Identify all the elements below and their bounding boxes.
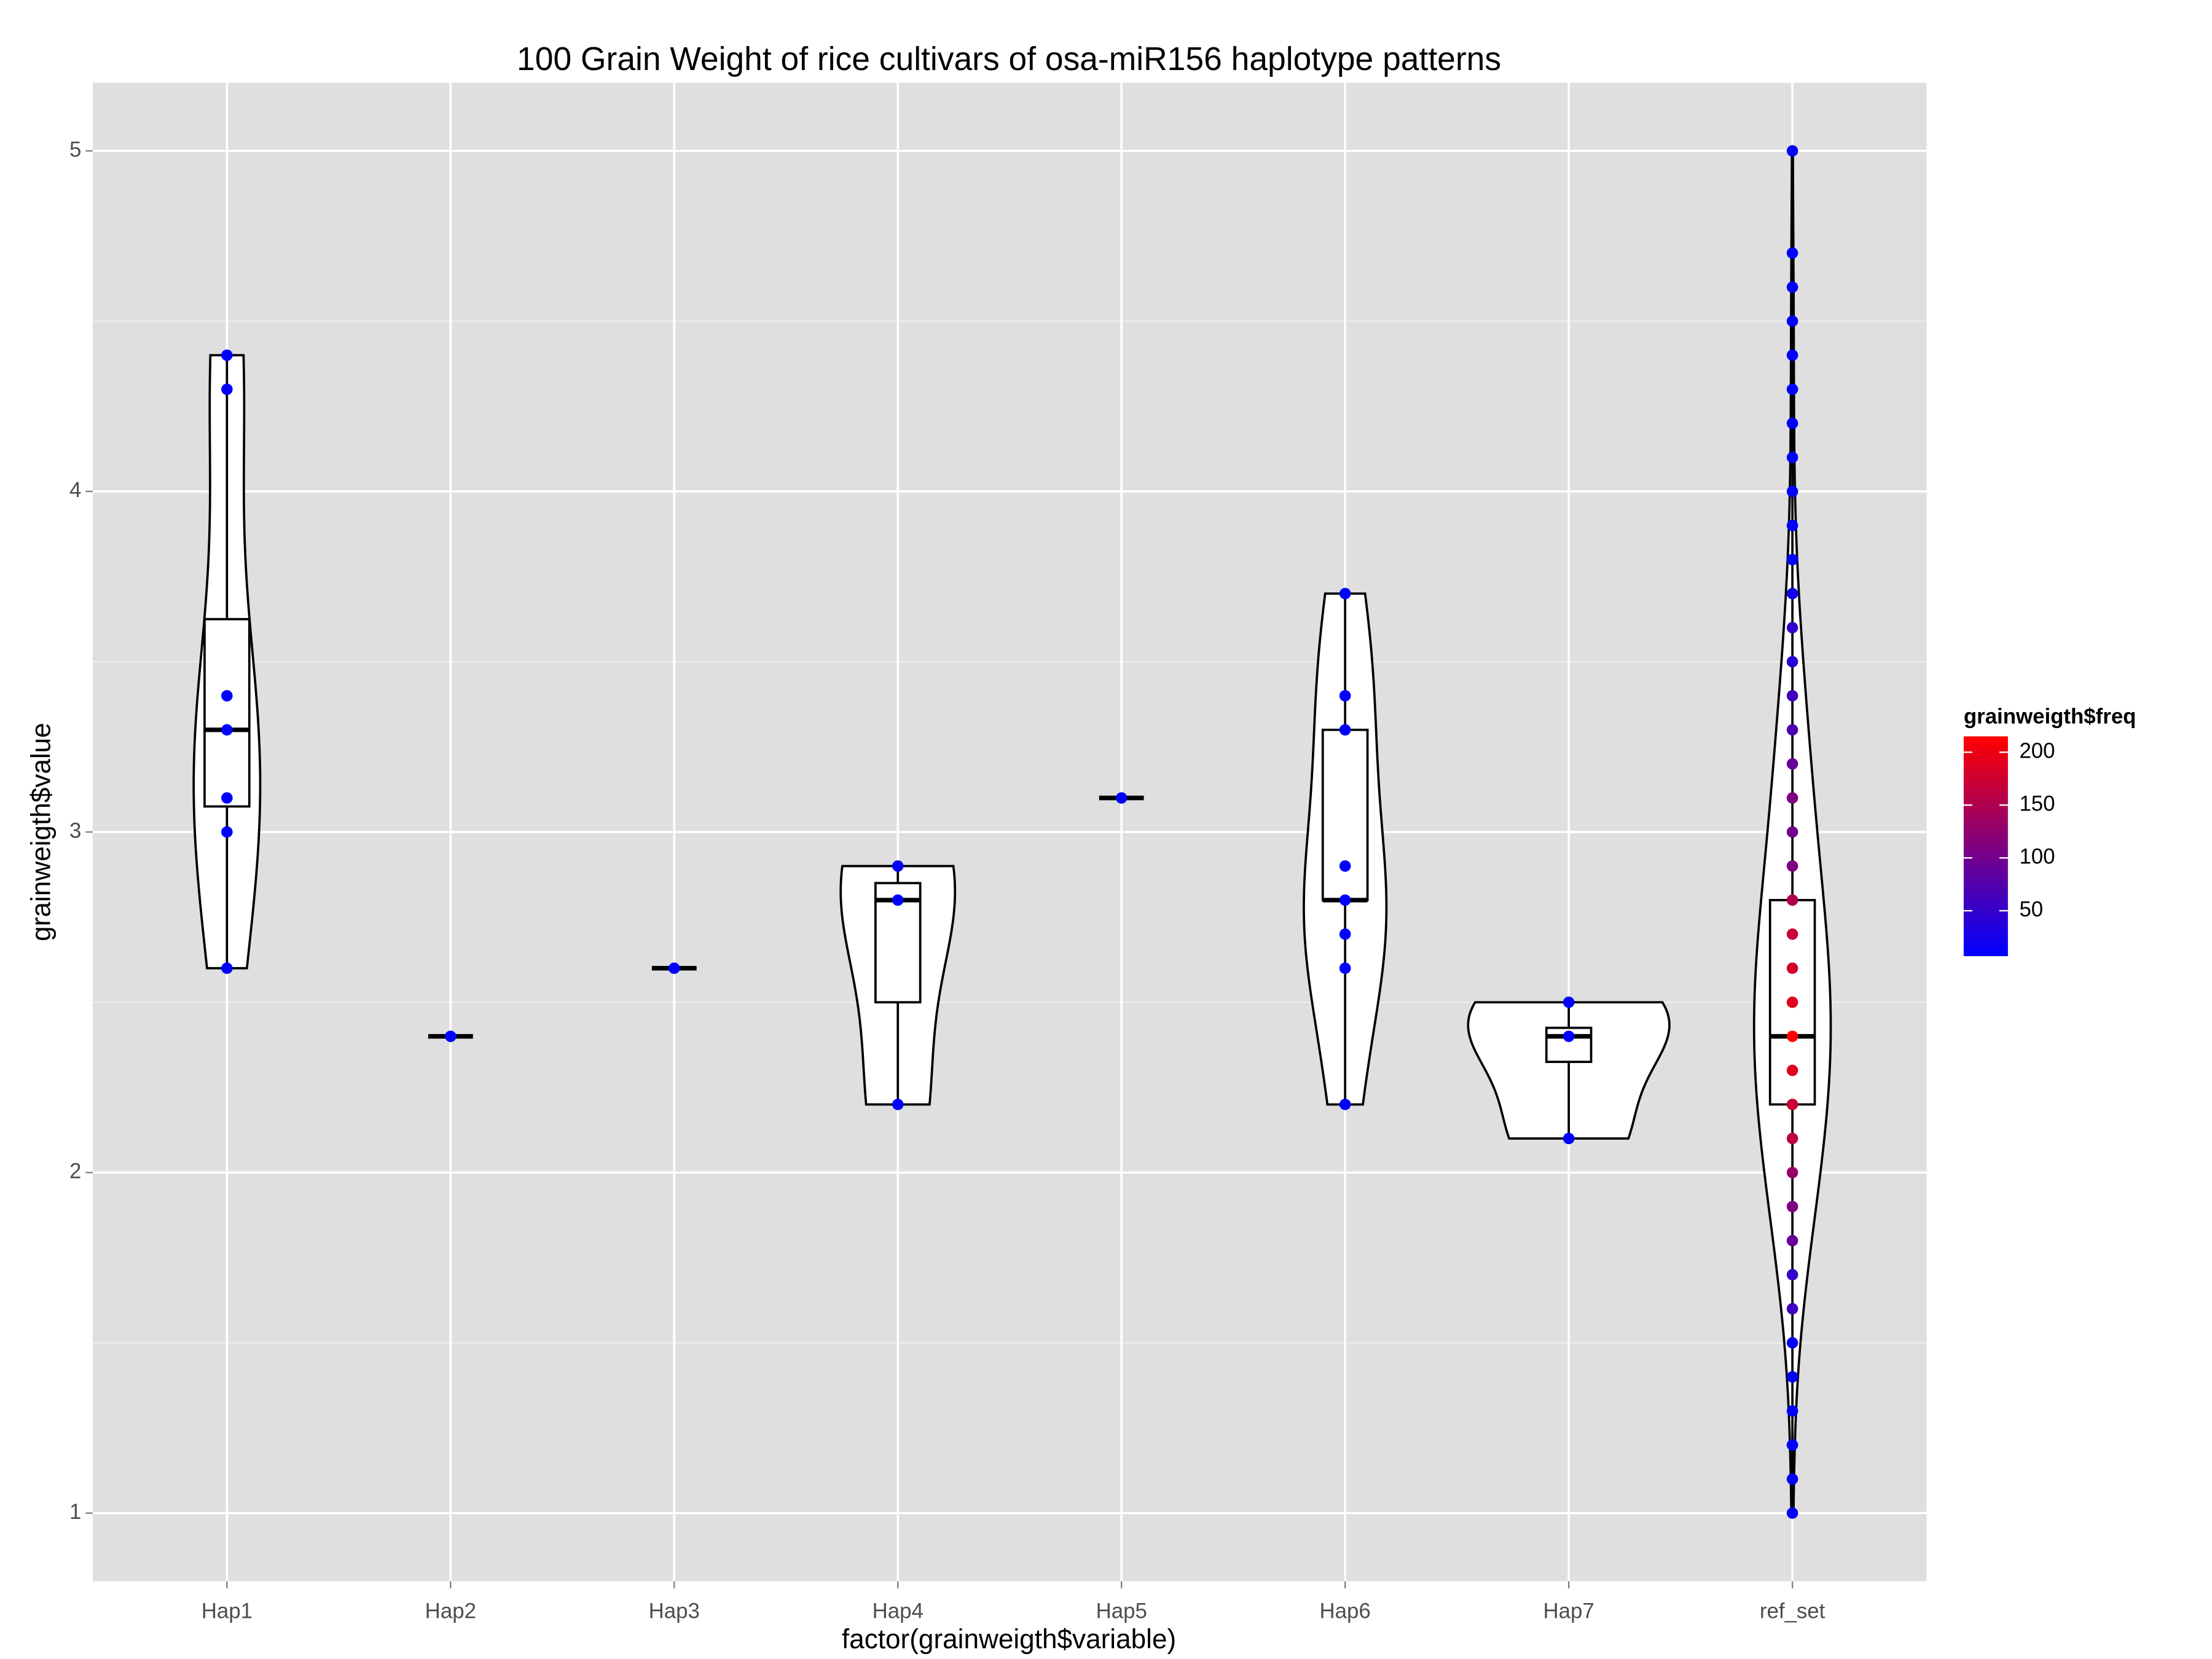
y-tick-label: 2 bbox=[69, 1159, 81, 1183]
legend-tick-label: 150 bbox=[2019, 791, 2055, 815]
point bbox=[1786, 1064, 1798, 1077]
point bbox=[445, 1030, 457, 1042]
point bbox=[1786, 1405, 1798, 1417]
point bbox=[1786, 690, 1798, 702]
point bbox=[1786, 826, 1798, 838]
legend-tick-label: 100 bbox=[2019, 844, 2055, 868]
point bbox=[1786, 1234, 1798, 1247]
y-tick-label: 4 bbox=[69, 478, 81, 502]
point bbox=[892, 1099, 904, 1110]
point bbox=[1339, 1099, 1351, 1110]
point bbox=[221, 962, 233, 975]
x-tick-label: Hap5 bbox=[1096, 1599, 1147, 1623]
point bbox=[1786, 962, 1798, 975]
y-axis-title: grainweigth$value bbox=[26, 723, 56, 941]
point bbox=[1786, 554, 1798, 565]
legend-title: grainweigth$freq bbox=[1964, 704, 2136, 728]
point bbox=[1786, 622, 1798, 633]
point bbox=[1339, 587, 1351, 600]
point bbox=[221, 826, 233, 838]
point bbox=[1339, 724, 1351, 736]
point bbox=[1786, 996, 1798, 1008]
point bbox=[1786, 315, 1798, 327]
point bbox=[1786, 656, 1798, 668]
point bbox=[1786, 1507, 1798, 1519]
x-tick-label: Hap4 bbox=[873, 1599, 924, 1623]
x-tick-label: Hap1 bbox=[202, 1599, 253, 1623]
box bbox=[203, 618, 251, 808]
point bbox=[1786, 894, 1798, 906]
x-tick-label: Hap6 bbox=[1320, 1599, 1371, 1623]
point bbox=[1786, 485, 1798, 498]
point bbox=[668, 962, 680, 975]
point bbox=[1786, 383, 1798, 395]
color-bar bbox=[1963, 736, 2008, 957]
point bbox=[221, 690, 233, 702]
point bbox=[221, 349, 233, 361]
violin-group bbox=[428, 1030, 473, 1042]
legend-tick-label: 50 bbox=[2019, 897, 2043, 921]
violin-group bbox=[192, 349, 262, 975]
point bbox=[1339, 690, 1351, 702]
point bbox=[1115, 792, 1128, 804]
point bbox=[1786, 519, 1798, 531]
legend-tick-label: 200 bbox=[2019, 739, 2055, 763]
point bbox=[1786, 145, 1798, 157]
violin-group bbox=[839, 860, 957, 1110]
point bbox=[1563, 1132, 1575, 1145]
point bbox=[1786, 452, 1798, 463]
point bbox=[1786, 1269, 1798, 1281]
point bbox=[221, 792, 233, 804]
point bbox=[1786, 417, 1798, 429]
point bbox=[1786, 1371, 1798, 1383]
legend: 50 100 150 200 bbox=[1963, 736, 2055, 957]
box bbox=[1321, 728, 1369, 901]
point bbox=[1786, 1201, 1798, 1213]
point bbox=[1786, 1439, 1798, 1451]
x-tick-label: Hap7 bbox=[1543, 1599, 1594, 1623]
point bbox=[1786, 724, 1798, 736]
y-tick-label: 5 bbox=[69, 138, 81, 162]
violin-group bbox=[1099, 792, 1144, 804]
chart-title: 100 Grain Weight of rice cultivars of os… bbox=[517, 41, 1501, 77]
y-tick-label: 3 bbox=[69, 818, 81, 842]
point bbox=[1786, 792, 1798, 804]
point bbox=[1786, 1099, 1798, 1110]
point bbox=[221, 383, 233, 395]
point bbox=[1786, 1030, 1798, 1042]
violin-group bbox=[1467, 996, 1671, 1145]
x-axis-title: factor(grainweigth$variable) bbox=[842, 1625, 1176, 1655]
point bbox=[892, 860, 904, 872]
point bbox=[1786, 587, 1798, 600]
point bbox=[1786, 281, 1798, 293]
point bbox=[1563, 996, 1575, 1008]
violin-group bbox=[651, 962, 697, 975]
point bbox=[1786, 1303, 1798, 1315]
violin-group bbox=[1752, 145, 1832, 1519]
point bbox=[1786, 1337, 1798, 1349]
x-tick-label: Hap2 bbox=[425, 1599, 476, 1623]
point bbox=[892, 894, 904, 906]
x-tick-label: Hap3 bbox=[649, 1599, 700, 1623]
point bbox=[1339, 928, 1351, 940]
point bbox=[1339, 962, 1351, 975]
y-tick-label: 1 bbox=[69, 1500, 81, 1524]
violin-group bbox=[1303, 587, 1388, 1110]
point bbox=[1786, 928, 1798, 940]
point bbox=[1786, 1473, 1798, 1485]
point bbox=[1786, 247, 1798, 259]
point bbox=[1563, 1030, 1575, 1042]
point bbox=[1786, 758, 1798, 770]
point bbox=[1339, 860, 1351, 872]
marks bbox=[192, 145, 1832, 1519]
point bbox=[1786, 1132, 1798, 1145]
x-tick-label: ref_set bbox=[1760, 1599, 1826, 1623]
point bbox=[1339, 894, 1351, 906]
point bbox=[221, 724, 233, 736]
point bbox=[1786, 860, 1798, 872]
point bbox=[1786, 349, 1798, 361]
point bbox=[1786, 1167, 1798, 1179]
